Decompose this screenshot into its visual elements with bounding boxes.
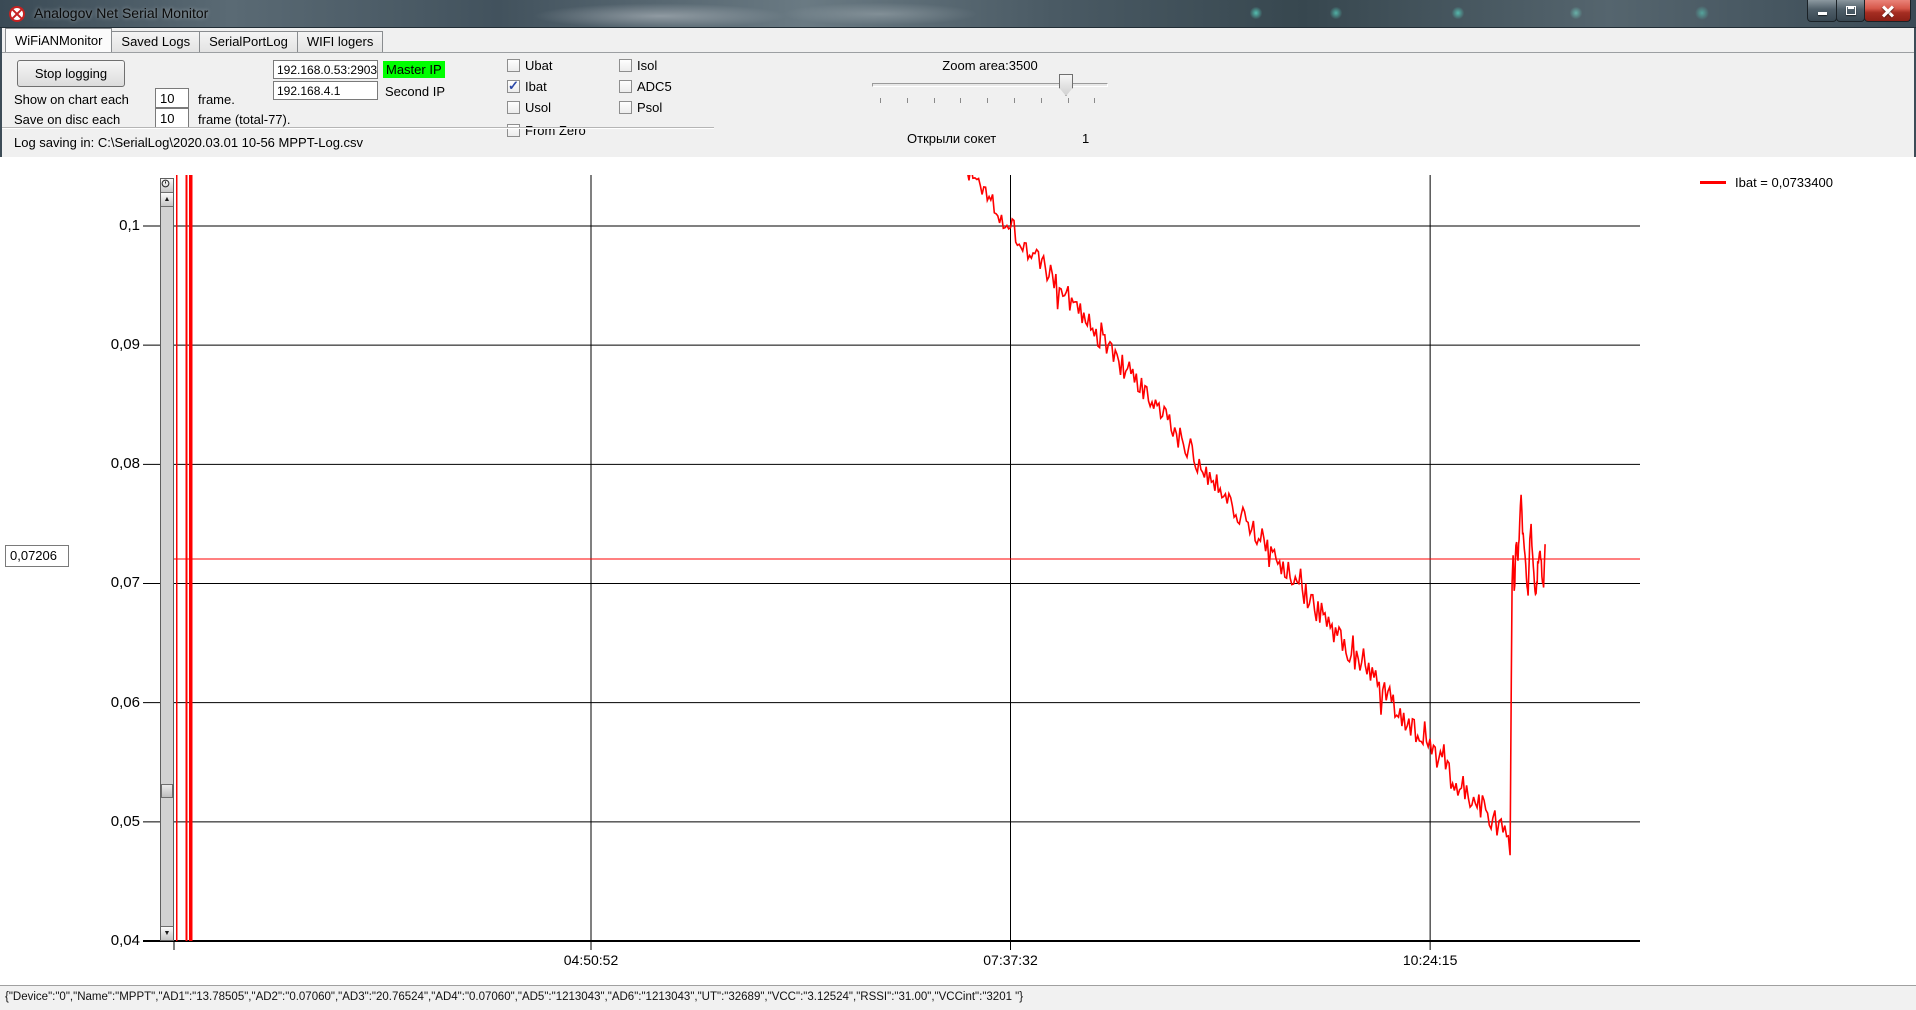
checkbox-usol-label: Usol <box>525 100 552 115</box>
show-each-suffix: frame. <box>198 92 235 107</box>
scrollbar-up-button[interactable]: ▲ <box>161 193 173 207</box>
checkbox-isol-label: Isol <box>637 58 658 73</box>
close-button[interactable] <box>1864 0 1911 22</box>
close-icon <box>1882 5 1894 17</box>
legend-line-swatch <box>1700 181 1726 184</box>
checkbox-adc5-box <box>619 80 632 93</box>
zoom-slider-ticks <box>872 98 1112 106</box>
show-each-input[interactable]: 10 <box>155 88 189 108</box>
checkbox-ubat-label: Ubat <box>525 58 553 73</box>
checkbox-psol[interactable]: Psol <box>619 100 662 115</box>
x-tick-label: 04:50:52 <box>563 952 619 968</box>
show-each-label: Show on chart each <box>14 92 129 107</box>
checkbox-usol-box <box>507 101 520 114</box>
maximize-icon <box>1845 6 1856 15</box>
statusbar: {"Device":"0","Name":"MPPT","AD1":"13.78… <box>0 985 1916 1010</box>
early-data-spike <box>176 175 178 941</box>
y-tick-label: 0,07 <box>110 574 140 592</box>
socket-count: 1 <box>1082 131 1090 146</box>
early-data-spike <box>185 175 188 941</box>
checkbox-ibat-box <box>507 78 520 94</box>
checkbox-isol[interactable]: Isol <box>619 58 657 73</box>
checkbox-from-zero-label: From Zero <box>525 123 586 138</box>
tab-wifianmonitor[interactable]: WiFiANMonitor <box>5 28 113 52</box>
y-tick-label: 0,06 <box>110 693 140 711</box>
titlebar: Analogov Net Serial Monitor <box>0 0 1916 28</box>
master-ip-input[interactable]: 192.168.0.53:2903 <box>273 60 378 79</box>
socket-label: Открыли сокет <box>907 131 997 146</box>
second-ip-input[interactable]: 192.168.4.1 <box>273 81 378 100</box>
zoom-slider-thumb[interactable] <box>1059 74 1073 96</box>
checkbox-usol[interactable]: Usol <box>507 100 551 115</box>
device-frame-text: {"Device":"0","Name":"MPPT","AD1":"13.78… <box>5 991 1024 1003</box>
checkbox-adc5-label: ADC5 <box>637 79 672 94</box>
checkbox-ubat-box <box>507 59 520 72</box>
x-tick-label: 10:24:15 <box>1402 952 1458 968</box>
legend-text: Ibat = 0,0733400 <box>1735 175 1833 190</box>
checkbox-psol-label: Psol <box>637 100 663 115</box>
y-tick-label: 0,04 <box>110 932 140 949</box>
checkbox-from-zero[interactable]: From Zero <box>507 123 586 138</box>
second-ip-label: Second IP <box>385 84 445 99</box>
maximize-button[interactable] <box>1836 0 1865 22</box>
stop-logging-button[interactable]: Stop logging <box>17 60 125 87</box>
checkbox-isol-box <box>619 59 632 72</box>
log-path-label: Log saving in: C:\SerialLog\2020.03.01 1… <box>14 135 364 150</box>
checkbox-from-zero-box <box>507 124 520 137</box>
y-tick-label: 0,05 <box>110 812 140 830</box>
separator-line <box>2 127 714 129</box>
early-data-spike <box>189 175 193 941</box>
zoom-area-label: Zoom area:3500 <box>942 58 1038 73</box>
scrollbar-down-button[interactable]: ▼ <box>161 926 173 940</box>
scrollbar-mode-button[interactable] <box>161 179 173 193</box>
master-ip-label: Master IP <box>383 61 445 78</box>
y-tick-label: 0,09 <box>110 336 140 354</box>
checkbox-psol-box <box>619 101 632 114</box>
zoom-slider-track[interactable] <box>872 83 1108 87</box>
save-each-label: Save on disc each <box>14 112 121 127</box>
minimize-button[interactable] <box>1807 0 1837 22</box>
save-each-suffix: frame (total-77). <box>198 112 291 127</box>
caption-buttons <box>1807 0 1911 22</box>
checkbox-ibat-label: Ibat <box>525 79 547 94</box>
scrollbar-thumb[interactable] <box>161 784 173 798</box>
chart-plot-area[interactable] <box>0 157 1916 985</box>
clock-icon <box>161 179 170 188</box>
window-title: Analogov Net Serial Monitor <box>34 5 209 21</box>
tab-serialportlog[interactable]: SerialPortLog <box>199 31 298 52</box>
checkbox-ubat[interactable]: Ubat <box>507 58 552 73</box>
save-each-input[interactable]: 10 <box>155 108 189 128</box>
tab-wifi-logers[interactable]: WIFI logers <box>296 31 384 52</box>
toolbar: Stop logging Show on chart each 10 frame… <box>2 52 1914 157</box>
tab-bar: WiFiANMonitor Saved Logs SerialPortLog W… <box>2 28 1914 52</box>
checkbox-ibat[interactable]: Ibat <box>507 78 547 94</box>
x-tick-label: 07:37:32 <box>983 952 1038 968</box>
tab-saved-logs[interactable]: Saved Logs <box>111 31 201 52</box>
checkbox-adc5[interactable]: ADC5 <box>619 79 672 94</box>
y-tick-label: 0,08 <box>110 455 140 473</box>
minimize-icon <box>1817 12 1827 15</box>
ibat-series-line <box>967 175 1546 856</box>
chart-legend: Ibat = 0,0733400 <box>1700 175 1833 190</box>
chart-panel: 0,04 0,05 0,06 0,07 0,08 0,09 0,1 04:50:52 07:3… <box>0 157 1916 985</box>
cursor-value-readout: 0,07206 <box>5 545 69 567</box>
y-tick-label: 0,1 <box>119 216 140 234</box>
app-logo-icon <box>9 6 25 22</box>
chart-vertical-scrollbar[interactable]: ▲ ▼ <box>160 178 174 941</box>
